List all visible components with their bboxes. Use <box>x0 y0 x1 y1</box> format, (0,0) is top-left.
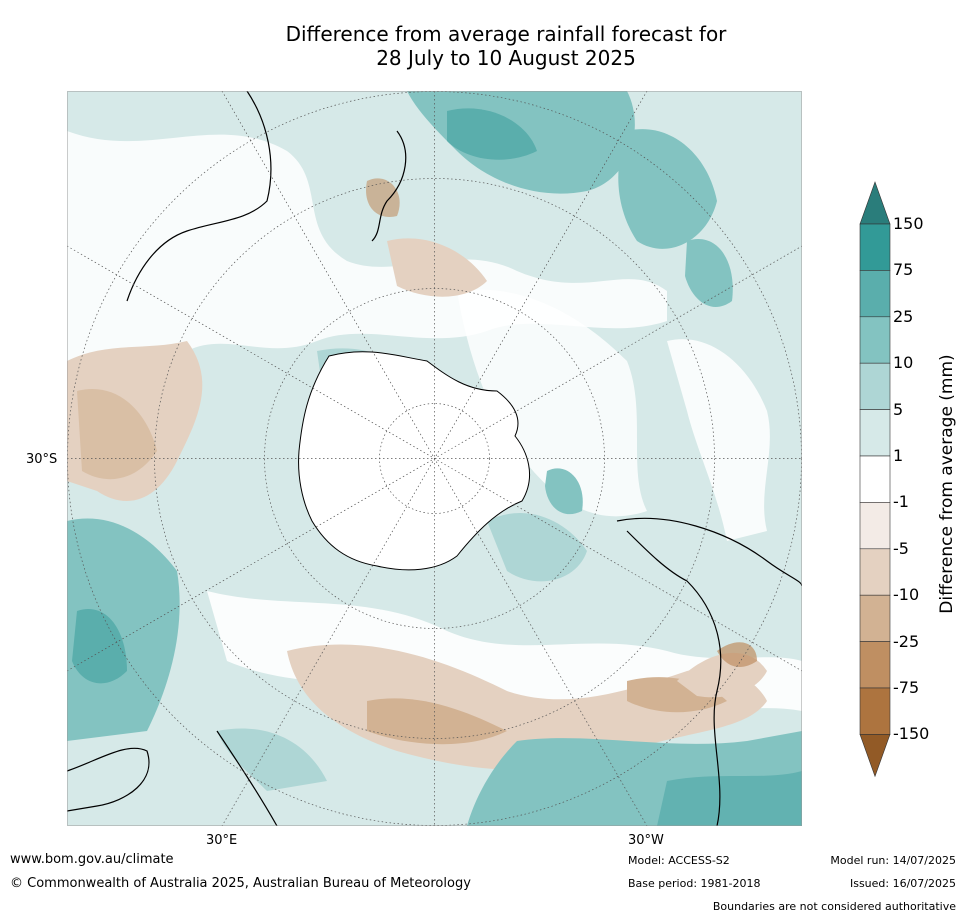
colorbar-tick-label: 25 <box>893 306 914 326</box>
colorbar-tick-label: 75 <box>893 260 914 280</box>
title-line-2: 28 July to 10 August 2025 <box>376 46 636 70</box>
colorbar-tick-label: -25 <box>893 631 920 651</box>
colorbar-tick-label: -150 <box>893 724 930 744</box>
colorbar-swatch <box>859 270 891 318</box>
colorbar-swatch <box>859 362 891 410</box>
title-line-1: Difference from average rainfall forecas… <box>285 22 727 46</box>
colorbar-swatch <box>859 502 891 550</box>
base-period-text: Base period: 1981-2018 <box>628 877 761 890</box>
lon-label-30w: 30°W <box>628 833 664 848</box>
colorbar-tick-label: 5 <box>893 399 904 419</box>
colorbar-tick-label: -1 <box>893 492 909 512</box>
colorbar-tick-label: 10 <box>893 353 914 373</box>
lon-label-30e: 30°E <box>206 833 238 848</box>
disclaimer-text: Boundaries are not considered authoritat… <box>712 900 956 913</box>
map-canvas <box>66 90 803 827</box>
colorbar-extend-bottom <box>859 734 891 778</box>
issued-text: Issued: 16/07/2025 <box>849 877 956 890</box>
colorbar-swatch <box>859 409 891 457</box>
colorbar-tick-label: -5 <box>893 538 909 558</box>
colorbar-tick-label: 1 <box>893 446 904 465</box>
colorbar-title: Difference from average (mm) <box>937 354 957 614</box>
colorbar-swatch <box>859 594 891 642</box>
colorbar-swatch <box>859 455 891 503</box>
model-run-text: Model run: 14/07/2025 <box>830 854 956 867</box>
map-title: Difference from average rainfall forecas… <box>0 22 965 70</box>
colorbar-swatch <box>859 641 891 689</box>
colorbar-extend-top <box>859 181 891 225</box>
colorbar-tick-label: -10 <box>893 585 920 605</box>
website-link[interactable]: www.bom.gov.au/climate <box>10 852 174 867</box>
rainfall-anomaly-map <box>66 90 803 827</box>
colorbar-swatch <box>859 548 891 596</box>
colorbar-swatch <box>859 223 891 271</box>
colorbar-tick-label: -75 <box>893 678 920 697</box>
lat-label-30s: 30°S <box>26 452 58 467</box>
colorbar <box>859 181 891 778</box>
copyright-text: © Commonwealth of Australia 2025, Austra… <box>10 876 471 891</box>
colorbar-tick-label: 150 <box>893 214 924 233</box>
colorbar-swatch <box>859 316 891 364</box>
colorbar-swatch <box>859 687 891 735</box>
model-text: Model: ACCESS-S2 <box>628 854 730 867</box>
colorbar-swatches <box>859 181 891 778</box>
